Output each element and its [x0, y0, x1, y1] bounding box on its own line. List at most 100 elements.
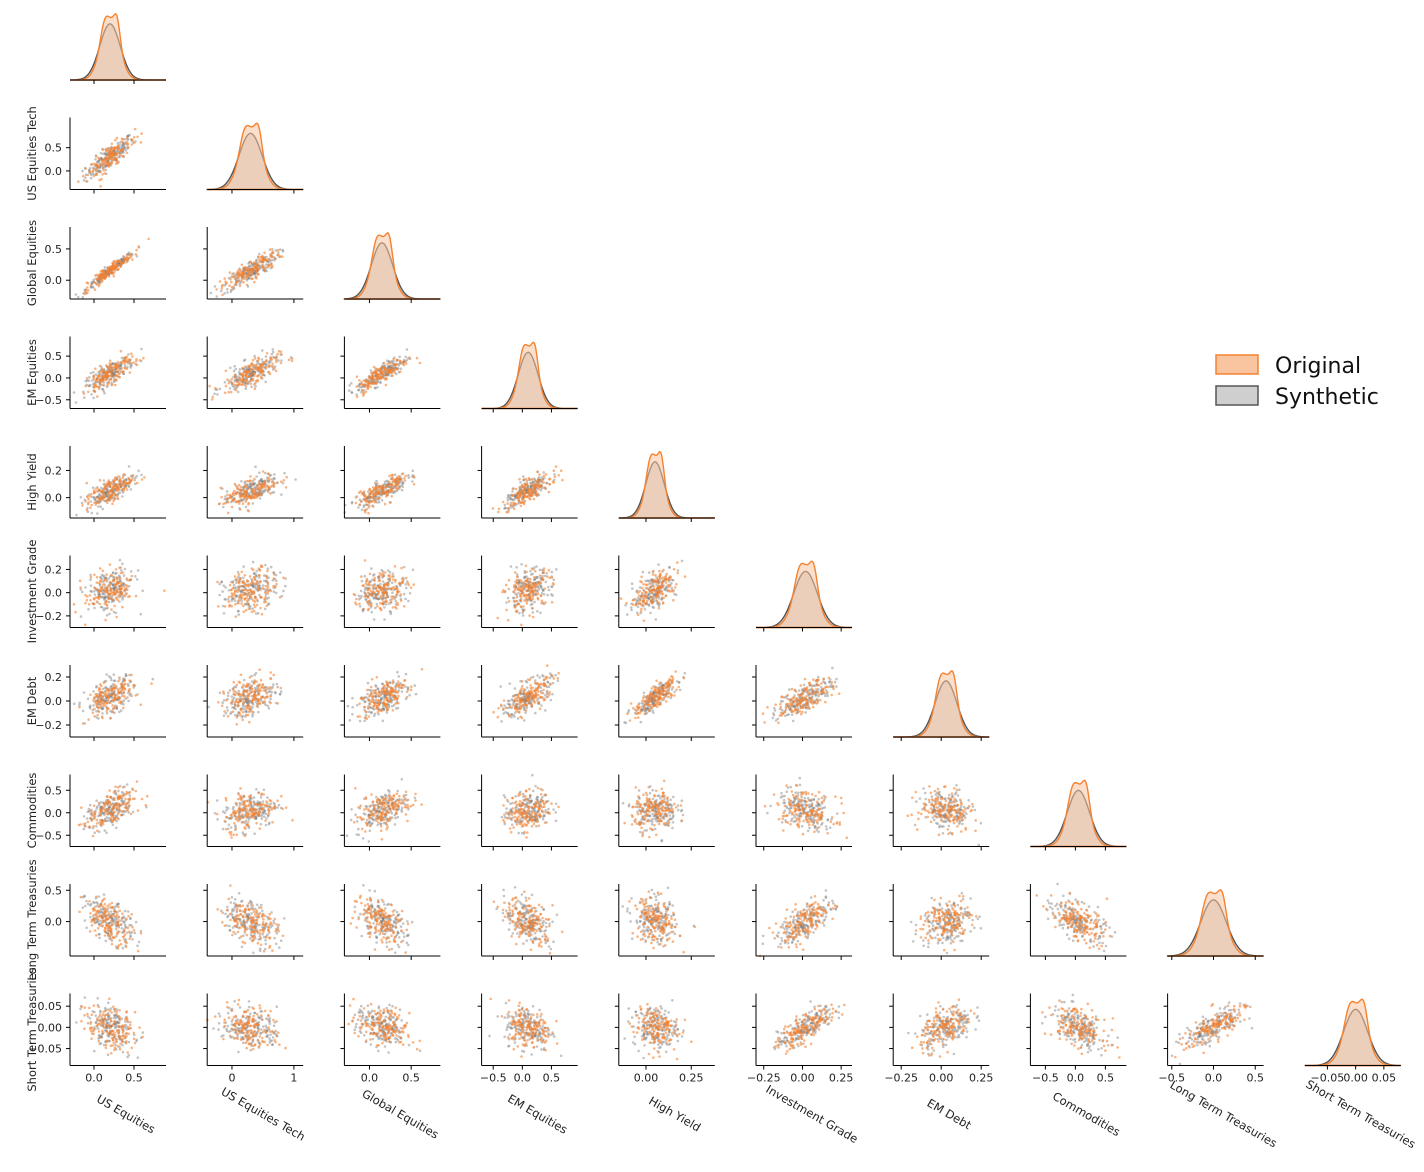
point-synthetic — [641, 570, 645, 574]
point-synthetic — [350, 382, 353, 385]
point-original — [98, 567, 102, 570]
point-original — [260, 263, 264, 267]
point-synthetic — [101, 706, 104, 710]
point-synthetic — [670, 578, 674, 582]
point-original — [355, 375, 359, 379]
point-original — [93, 597, 96, 601]
point-original — [227, 600, 231, 603]
point-original — [395, 358, 399, 362]
point-original — [363, 559, 367, 562]
point-original — [272, 482, 276, 485]
point-original — [260, 612, 264, 616]
point-original — [276, 248, 280, 252]
point-original — [372, 505, 375, 508]
point-synthetic — [242, 565, 245, 568]
point-original — [541, 478, 545, 481]
point-original — [370, 371, 373, 375]
point-synthetic — [96, 512, 99, 515]
point-original — [136, 135, 139, 139]
point-synthetic — [97, 592, 101, 596]
point-synthetic — [294, 478, 297, 481]
point-synthetic — [540, 592, 544, 595]
point-original — [263, 574, 266, 577]
point-synthetic — [248, 276, 251, 280]
point-synthetic — [135, 578, 139, 581]
point-original — [355, 395, 359, 399]
point-original — [254, 582, 257, 585]
point-original — [262, 259, 266, 262]
point-original — [661, 576, 664, 580]
point-synthetic — [116, 141, 120, 145]
point-original — [384, 378, 387, 381]
point-synthetic — [509, 565, 513, 568]
point-original — [649, 586, 653, 589]
point-original — [656, 581, 660, 585]
panel-us-equities-tech-vs-us-equities-tech — [206, 122, 304, 194]
point-original — [243, 597, 247, 600]
point-original — [383, 502, 387, 506]
point-original — [246, 583, 250, 586]
point-synthetic — [530, 573, 533, 576]
point-original — [241, 502, 245, 506]
point-original — [360, 575, 363, 578]
point-original — [517, 583, 520, 587]
point-original — [370, 490, 373, 494]
point-synthetic — [508, 497, 512, 501]
point-original — [375, 586, 378, 589]
point-original — [536, 596, 540, 600]
point-original — [102, 169, 106, 172]
point-original — [519, 504, 523, 508]
point-original — [406, 581, 410, 585]
point-synthetic — [536, 610, 539, 613]
point-synthetic — [513, 498, 516, 501]
point-original — [401, 580, 405, 583]
point-synthetic — [120, 569, 123, 572]
point-original — [114, 383, 117, 387]
point-original — [94, 487, 98, 490]
point-original — [384, 599, 388, 602]
point-original — [548, 478, 551, 481]
point-synthetic — [255, 475, 258, 478]
point-original — [244, 277, 247, 280]
point-original — [676, 571, 679, 575]
point-original — [249, 382, 253, 386]
point-synthetic — [235, 378, 239, 381]
point-original — [652, 569, 655, 573]
point-synthetic — [272, 477, 276, 480]
point-original — [126, 588, 129, 591]
point-synthetic — [127, 353, 130, 356]
point-original — [124, 583, 128, 587]
point-synthetic — [272, 590, 276, 593]
point-original — [95, 575, 99, 579]
point-original — [518, 486, 521, 490]
point-original — [115, 162, 118, 165]
point-synthetic — [72, 391, 76, 394]
point-original — [96, 596, 99, 599]
point-synthetic — [101, 387, 104, 391]
point-original — [357, 491, 361, 495]
point-original — [255, 603, 259, 607]
point-original — [84, 384, 87, 388]
point-original — [391, 484, 394, 488]
point-synthetic — [545, 481, 549, 485]
point-original — [400, 472, 404, 476]
point-original — [362, 392, 365, 395]
point-synthetic — [120, 257, 124, 261]
panel-em-equities-vs-us-equities — [66, 336, 166, 413]
point-original — [640, 580, 643, 584]
point-original — [373, 576, 377, 580]
point-original — [267, 370, 270, 374]
point-original — [389, 370, 392, 373]
point-original — [101, 569, 105, 573]
point-synthetic — [265, 255, 268, 259]
point-original — [258, 574, 261, 577]
point-synthetic — [99, 486, 103, 490]
point-original — [528, 580, 532, 584]
point-synthetic — [234, 367, 238, 371]
point-original — [134, 253, 138, 256]
point-original — [242, 280, 245, 284]
point-original — [245, 479, 249, 483]
point-original — [391, 575, 394, 578]
point-synthetic — [551, 594, 554, 597]
point-original — [390, 495, 394, 498]
